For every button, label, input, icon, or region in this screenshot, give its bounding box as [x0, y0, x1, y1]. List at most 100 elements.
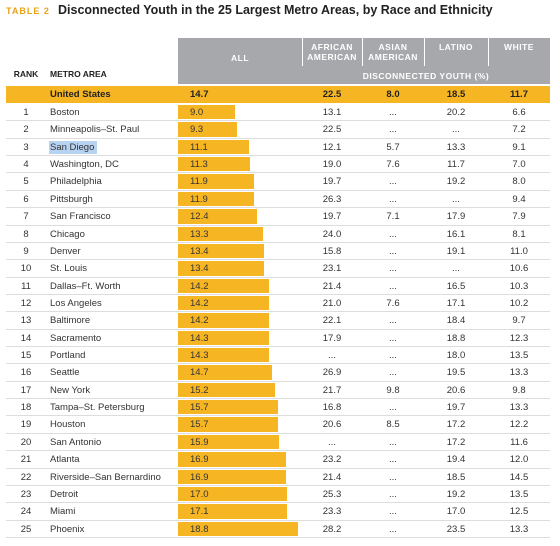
- column-header: RANK: [13, 69, 39, 79]
- row-rule: [6, 484, 550, 486]
- cell-value: 21.0: [322, 297, 342, 309]
- cell-value: 9.8: [512, 384, 526, 396]
- total-row-bg: [6, 86, 550, 103]
- cell-value: 7.6: [386, 297, 400, 309]
- cell-value: 8: [23, 228, 29, 240]
- row-rule: [6, 432, 550, 434]
- cell-value: 5: [23, 176, 29, 188]
- metro-name: Tampa–St. Petersburg: [50, 402, 145, 414]
- metro-name: Sacramento: [50, 332, 102, 344]
- bar: [178, 122, 238, 137]
- row-rule: [6, 519, 550, 521]
- cell-value: 19.7: [322, 176, 342, 188]
- metro-name: Washington, DC: [50, 159, 119, 171]
- cell-value: 17.2: [446, 436, 466, 448]
- cell-value: 12.3: [509, 332, 529, 344]
- cell-value: 19.0: [322, 159, 342, 171]
- cell-value: 9.0: [190, 107, 204, 118]
- cell-value: ...: [389, 263, 397, 275]
- cell-value: 13.3: [509, 402, 529, 414]
- cell-value: 22.5: [322, 124, 342, 136]
- metro-name: Los Angeles: [50, 297, 102, 309]
- cell-value: 10: [20, 263, 32, 275]
- cell-value: ...: [389, 350, 397, 362]
- cell-value: ...: [389, 471, 397, 483]
- header-divider: [302, 38, 303, 66]
- cell-value: 17.9: [446, 211, 466, 223]
- cell-value: ...: [389, 245, 397, 257]
- row-rule: [6, 311, 550, 313]
- row-rule: [6, 450, 550, 452]
- cell-value: 21: [20, 454, 32, 466]
- cell-value: ...: [389, 506, 397, 518]
- metro-name: Miami: [50, 506, 76, 518]
- cell-value: ...: [389, 402, 397, 414]
- cell-value: 15.2: [190, 384, 209, 396]
- cell-value: 10.2: [509, 297, 529, 309]
- cell-value: 13.3: [446, 141, 466, 153]
- metro-name: Baltimore: [50, 315, 91, 327]
- cell-value: 14: [20, 332, 32, 344]
- cell-value: 5.7: [386, 141, 400, 153]
- metro-name: Detroit: [50, 488, 78, 500]
- bar: [178, 209, 258, 224]
- metro-name: Philadelphia: [50, 176, 102, 188]
- bar: [178, 417, 279, 432]
- cell-value: 22.1: [322, 315, 342, 327]
- cell-value: 1: [23, 107, 29, 118]
- cell-value: 12.0: [509, 454, 529, 466]
- bar: [178, 243, 264, 259]
- bar: [178, 365, 272, 380]
- header-divider: [424, 38, 425, 66]
- metro-name: St. Louis: [50, 263, 87, 275]
- header-divider: [362, 38, 363, 66]
- cell-value: 12: [20, 297, 32, 309]
- cell-value: 7.2: [512, 124, 526, 136]
- cell-value: 18.8: [190, 523, 209, 535]
- cell-value: 12.2: [509, 419, 529, 431]
- cell-value: 26.3: [322, 193, 342, 205]
- cell-value: 23.1: [322, 263, 342, 275]
- cell-value: 14.2: [190, 280, 209, 292]
- total-cell: 8.0: [386, 89, 400, 100]
- total-cell: 14.7: [190, 89, 209, 100]
- metro-name: Denver: [50, 245, 81, 257]
- cell-value: 19: [20, 419, 32, 431]
- cell-value: ...: [389, 280, 397, 292]
- cell-value: 23.3: [322, 506, 342, 518]
- row-rule: [6, 207, 550, 209]
- cell-value: ...: [452, 263, 460, 275]
- cell-value: 6.6: [512, 107, 526, 118]
- row-rule: [6, 172, 550, 174]
- row-rule: [6, 346, 550, 348]
- cell-value: ...: [389, 176, 397, 188]
- metro-name: San Antonio: [50, 436, 102, 448]
- row-rule: [6, 467, 550, 469]
- cell-value: 16.9: [190, 454, 209, 466]
- bar: [178, 157, 251, 172]
- cell-value: 9: [23, 245, 29, 257]
- cell-value: 16.1: [446, 228, 466, 240]
- row-rule: [6, 241, 550, 243]
- cell-value: ...: [389, 436, 397, 448]
- cell-value: ...: [452, 193, 460, 205]
- metro-name: Boston: [50, 107, 80, 118]
- bar: [178, 261, 264, 276]
- cell-value: 11.0: [510, 245, 528, 257]
- cell-value: 18.4: [446, 315, 466, 327]
- metro-name: Atlanta: [50, 454, 80, 466]
- cell-value: 10.6: [509, 263, 529, 275]
- cell-value: 7.6: [386, 159, 400, 171]
- cell-value: 14.3: [190, 350, 209, 362]
- row-rule: [6, 363, 550, 365]
- cell-value: 14.7: [190, 367, 209, 379]
- cell-value: ...: [389, 332, 397, 344]
- row-rule: [6, 328, 550, 330]
- cell-value: 19.2: [446, 488, 466, 500]
- cell-value: 13.5: [509, 488, 529, 500]
- cell-value: 24: [20, 506, 32, 518]
- column-header: METRO AREA: [50, 69, 107, 79]
- metro-name: Pittsburgh: [50, 193, 93, 205]
- bar: [178, 191, 254, 207]
- cell-value: 10.3: [509, 280, 529, 292]
